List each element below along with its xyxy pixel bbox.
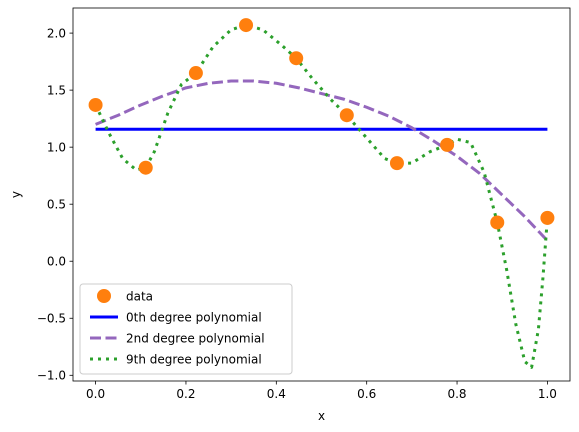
- x-tick-label: 0.8: [447, 387, 466, 401]
- data-point: [490, 215, 505, 230]
- y-tick-label: −0.5: [37, 312, 66, 326]
- x-tick-label: 0.4: [267, 387, 286, 401]
- ticks-layer: 0.0 0.2 0.4 0.6 0.8 1.0 −1.0 −0.5 0.0 0.5 1.0 1.5 2.…: [37, 26, 557, 401]
- data-point: [289, 51, 304, 66]
- x-axis-label: x: [318, 409, 325, 423]
- data-point: [339, 108, 354, 123]
- data-point: [88, 97, 103, 112]
- legend-marker-data: [97, 289, 111, 303]
- legend-box: [79, 283, 293, 375]
- data-point: [540, 210, 555, 225]
- y-tick-label: 0.0: [47, 255, 66, 269]
- plot-frame: [72, 7, 571, 382]
- data-point: [239, 18, 254, 33]
- data-point: [389, 156, 404, 171]
- data-point: [440, 137, 455, 152]
- x-tick-label: 0.2: [176, 387, 195, 401]
- y-tick-label: 0.5: [47, 197, 66, 211]
- series-layer: [88, 18, 555, 369]
- legend-label: 9th degree polynomial: [126, 352, 262, 366]
- y-tick-label: −1.0: [37, 369, 66, 383]
- legend-label: 0th degree polynomial: [126, 310, 262, 324]
- data-point: [138, 160, 153, 175]
- data-point: [188, 66, 203, 81]
- y-axis-label: y: [9, 191, 23, 198]
- y-tick-label: 2.0: [47, 26, 66, 40]
- legend-label: 2nd degree polynomial: [126, 331, 265, 345]
- x-tick-label: 0.6: [357, 387, 376, 401]
- y-tick-label: 1.0: [47, 140, 66, 154]
- x-tick-label: 0.0: [86, 387, 105, 401]
- x-tick-label: 1.0: [538, 387, 557, 401]
- legend: data 0th degree polynomial 2nd degree poly…: [79, 283, 293, 375]
- legend-label: data: [126, 289, 153, 303]
- series-line-2nd-degree-polynomial: [95, 79, 549, 242]
- y-tick-label: 1.5: [47, 83, 66, 97]
